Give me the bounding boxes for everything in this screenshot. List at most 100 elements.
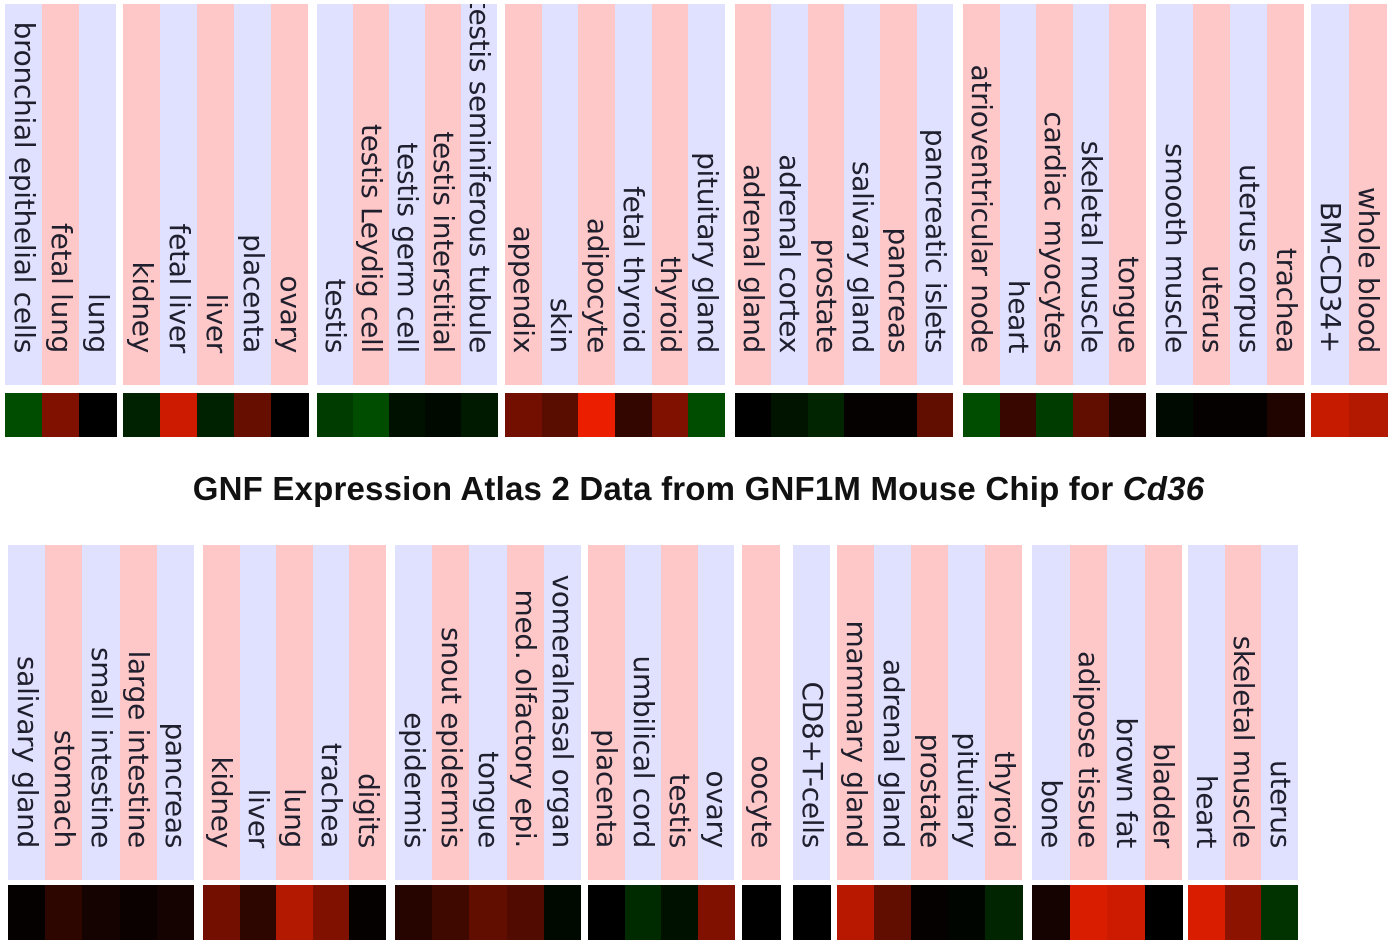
expression-cell — [42, 393, 80, 437]
tissue-label: pancreas — [159, 722, 193, 848]
expression-cell — [5, 393, 43, 437]
tissue-label: tongue — [1111, 256, 1145, 353]
expression-cell — [615, 393, 653, 437]
expression-cell — [1224, 885, 1262, 940]
expression-cell — [837, 885, 875, 940]
tissue-label: small intestine — [84, 646, 118, 848]
expression-cell — [82, 885, 121, 940]
tissue-label: adipocyte — [580, 217, 614, 353]
tissue-label: CD8+T-cells — [795, 681, 829, 849]
tissue-column: heart — [999, 4, 1037, 385]
expression-cell — [1267, 393, 1305, 437]
tissue-column: heart — [1188, 545, 1225, 880]
tissue-label: ovary — [699, 770, 733, 848]
tissue-label: thyroid — [987, 751, 1021, 848]
tissue-label: snout epidermis — [434, 626, 468, 848]
tissue-label: fetal lung — [44, 223, 78, 353]
tissue-column: uterus — [1193, 4, 1230, 385]
tissue-column: pancreas — [156, 545, 194, 880]
tissue-label: bladder — [1147, 743, 1181, 848]
tissue-column: brown fat — [1107, 545, 1145, 880]
expression-cell — [160, 393, 198, 437]
tissue-column: skeletal muscle — [1224, 545, 1262, 880]
expression-cell — [234, 393, 272, 437]
tissue-column: epidermis — [395, 545, 433, 880]
tissue-column: mammary gland — [837, 545, 874, 880]
tissue-column: lung — [276, 545, 313, 880]
tissue-label: oocyte — [745, 755, 778, 848]
expression-cell — [911, 885, 949, 940]
expression-cell — [1069, 885, 1108, 940]
tissue-label: lung — [278, 788, 312, 848]
tissue-column: uterus corpus — [1230, 4, 1267, 385]
tissue-column: salivary gland — [844, 4, 881, 385]
tissue-label: trachea — [1269, 247, 1303, 353]
tissue-label: bone — [1034, 779, 1068, 848]
tissue-label: ovary — [273, 275, 307, 353]
tissue-label: pancreas — [882, 227, 916, 353]
tissue-label: lung — [81, 293, 115, 353]
chart-title: GNF Expression Atlas 2 Data from GNF1M M… — [0, 470, 1397, 508]
expression-cell — [8, 885, 46, 940]
expression-cell — [807, 393, 845, 437]
tissue-label: whole blood — [1352, 187, 1385, 353]
tissue-column: bone — [1032, 545, 1070, 880]
tissue-column: pituitary — [948, 545, 985, 880]
tissue-column: liver — [239, 545, 277, 880]
expression-cell — [742, 885, 781, 940]
expression-cell — [389, 393, 426, 437]
tissue-label: testis — [319, 278, 352, 353]
tissue-label: skeletal muscle — [1075, 140, 1109, 353]
tissue-column: pancreatic islets — [916, 4, 953, 385]
tissue-label: digits — [351, 773, 385, 848]
tissue-column: kidney — [203, 545, 240, 880]
tissue-column: adipocyte — [578, 4, 615, 385]
expression-cell — [271, 393, 309, 437]
tissue-column: whole blood — [1349, 4, 1387, 385]
tissue-label: tongue — [471, 751, 505, 848]
tissue-column: placenta — [234, 4, 271, 385]
tissue-column: fetal lung — [42, 4, 79, 385]
expression-cell — [948, 885, 986, 940]
expression-cell — [1109, 393, 1147, 437]
tissue-label: smooth muscle — [1158, 143, 1192, 353]
expression-cell — [395, 885, 433, 940]
expression-cell — [588, 885, 625, 940]
tissue-column: umbilical cord — [624, 545, 661, 880]
tissue-column: skeletal muscle — [1072, 4, 1110, 385]
tissue-label: liver — [241, 788, 275, 848]
tissue-column: trachea — [312, 545, 350, 880]
tissue-label: uterus — [1195, 265, 1229, 353]
tissue-column: testis — [661, 545, 698, 880]
tissue-label: thyroid — [653, 256, 687, 353]
tissue-label: testis interstitial — [427, 131, 460, 353]
expression-cell — [844, 393, 881, 437]
tissue-column: pituitary gland — [688, 4, 725, 385]
expression-cell — [624, 885, 662, 940]
tissue-label: adipose tissue — [1072, 650, 1106, 848]
expression-cell — [793, 885, 831, 940]
expression-cell — [119, 885, 158, 940]
tissue-label: uterus — [1263, 760, 1297, 848]
tissue-column: adipose tissue — [1069, 545, 1107, 880]
tissue-label: vomeralnasal organ — [546, 574, 580, 848]
tissue-column: large intestine — [119, 545, 157, 880]
tissue-label: umbilical cord — [626, 655, 660, 848]
tissue-label: prostate — [809, 238, 843, 353]
tissue-label: atrioventricular node — [965, 64, 999, 353]
tissue-column: lung — [79, 4, 116, 385]
expression-cell — [999, 393, 1037, 437]
tissue-column: ovary — [271, 4, 308, 385]
expression-cell — [79, 393, 117, 437]
tissue-label: placenta — [236, 234, 270, 353]
tissue-label: testis germ cell — [391, 142, 424, 353]
tissue-label: testis Leydig cell — [355, 124, 388, 353]
tissue-column: stomach — [45, 545, 83, 880]
expression-cell — [197, 393, 235, 437]
tissue-column: placenta — [588, 545, 625, 880]
expression-cell — [203, 885, 241, 940]
expression-cell — [276, 885, 314, 940]
tissue-label: appendix — [507, 225, 541, 353]
expression-cell — [432, 885, 470, 940]
